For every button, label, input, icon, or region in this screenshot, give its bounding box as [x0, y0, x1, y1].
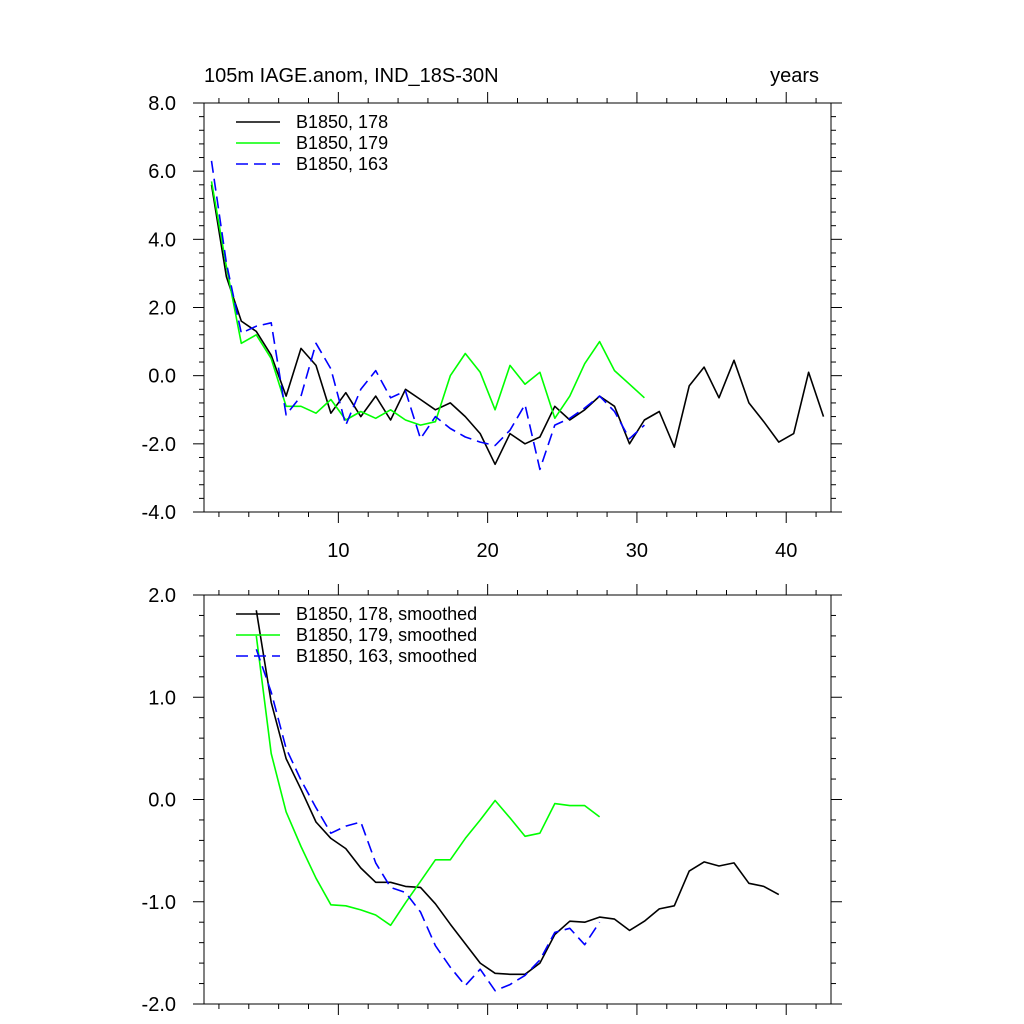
- top-y-tick-label: 0.0: [148, 366, 176, 388]
- chart-title: 105m IAGE.anom, IND_18S-30N: [204, 65, 499, 87]
- bottom-y-tick-label: 1.0: [148, 687, 176, 709]
- top-y-tick-label: -2.0: [142, 434, 176, 456]
- top-series-line-3: [210, 160, 645, 471]
- top-x-tick-label: 20: [477, 540, 499, 562]
- bottom-panel-frame: [203, 594, 832, 1005]
- bottom-panel-series: [255, 610, 780, 992]
- bottom-y-tick-label: -2.0: [142, 994, 176, 1016]
- top-panel-series: [210, 160, 825, 471]
- top-legend-label-2: B1850, 179: [296, 133, 388, 153]
- bottom-series-line-2: [255, 635, 601, 927]
- top-y-tick-label: -4.0: [142, 502, 176, 524]
- bottom-panel-ticks: -2.0 -1.0 0.0 1.0 2.0: [142, 584, 842, 1016]
- top-series-line-1: [210, 184, 825, 466]
- top-panel-frame: [203, 102, 832, 513]
- top-panel: 105m IAGE.anom, IND_18S-30N years -4.0 -2…: [142, 65, 842, 562]
- bottom-series-line-3: [255, 648, 601, 992]
- bottom-y-tick-label: 0.0: [148, 790, 176, 812]
- bottom-legend-label-1: B1850, 178, smoothed: [296, 604, 477, 624]
- top-series-line-2: [210, 181, 645, 426]
- units-label: years: [770, 65, 819, 87]
- bottom-y-tick-label: 2.0: [148, 585, 176, 607]
- top-x-tick-label: 10: [327, 540, 349, 562]
- top-x-tick-label: 40: [775, 540, 797, 562]
- top-y-tick-label: 4.0: [148, 229, 176, 251]
- bottom-legend-label-3: B1850, 163, smoothed: [296, 646, 477, 666]
- top-x-tick-label: 30: [626, 540, 648, 562]
- top-legend-label-3: B1850, 163: [296, 154, 388, 174]
- bottom-y-tick-label: -1.0: [142, 892, 176, 914]
- top-y-tick-label: 6.0: [148, 161, 176, 183]
- top-y-tick-label: 2.0: [148, 298, 176, 320]
- top-panel-ticks: -4.0 -2.0 0.0 2.0 4.0 6.0 8.0 10 20 30 40: [142, 92, 842, 562]
- bottom-series-line-1: [255, 610, 780, 976]
- top-legend-label-1: B1850, 178: [296, 112, 388, 132]
- bottom-legend-label-2: B1850, 179, smoothed: [296, 625, 477, 645]
- bottom-panel: -2.0-1.00.01.02.0 B1850, 178, smoothedB1…: [142, 584, 842, 1016]
- top-y-tick-label: 8.0: [148, 93, 176, 115]
